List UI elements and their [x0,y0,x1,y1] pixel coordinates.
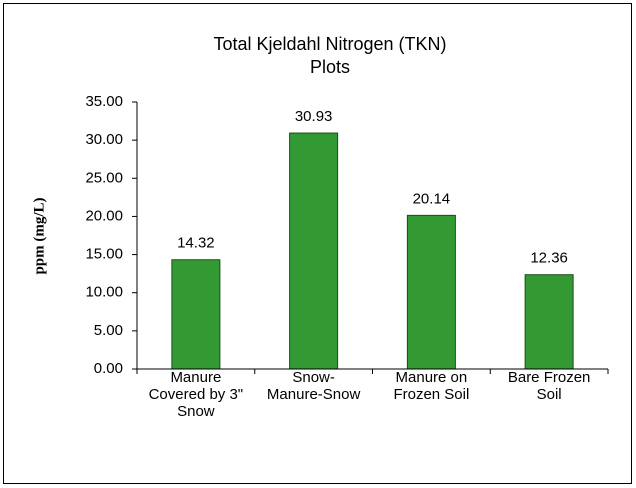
data-label: 12.36 [530,250,568,267]
bar [171,259,221,370]
y-tick-label: 20.00 [85,207,123,224]
bar [289,132,339,370]
y-tick-label: 35.00 [85,93,123,110]
x-tick-label: Manure Covered by 3" Snow [149,369,244,420]
x-tick-label: Snow-Manure-Snow [267,369,361,403]
chart-subtitle: Plots [310,57,350,77]
y-axis-label: ppm (mg/L) [31,197,47,274]
y-tick-label: 10.00 [85,284,123,301]
bar [524,274,574,370]
y-tick-label: 15.00 [85,246,123,263]
data-label: 30.93 [295,108,333,125]
y-tick-label: 30.00 [85,131,123,148]
data-label: 20.14 [413,190,451,207]
y-tick-label: 5.00 [94,322,123,339]
x-tick-label: Manure on Frozen Soil [393,369,469,403]
bar [406,214,456,370]
chart-title: Total Kjeldahl Nitrogen (TKN) [213,34,446,54]
x-tick-label: Bare Frozen Soil [508,369,591,403]
y-tick-label: 25.00 [85,169,123,186]
y-tick-label: 0.00 [94,360,123,377]
data-label: 14.32 [177,235,215,252]
